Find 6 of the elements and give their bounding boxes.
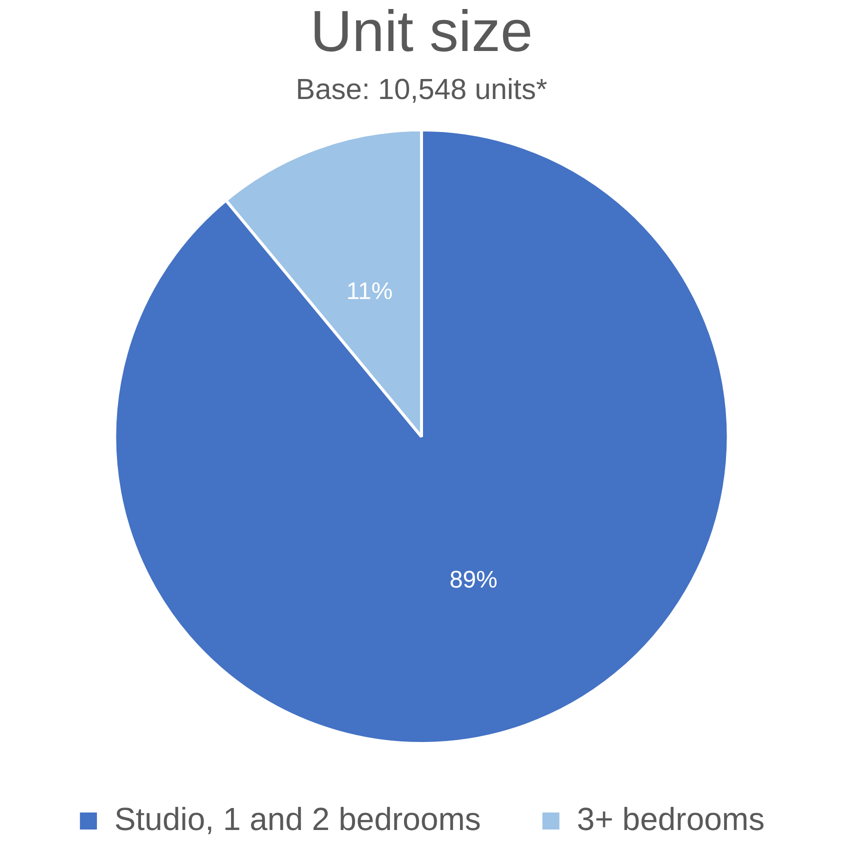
chart-title: Unit size [310, 0, 533, 64]
chart-subtitle: Base: 10,548 units* [296, 74, 548, 106]
legend-label: Studio, 1 and 2 bedrooms [114, 800, 481, 837]
data-label: 11% [346, 278, 393, 305]
legend-label: 3+ bedrooms [576, 800, 765, 837]
data-label: 89% [449, 566, 498, 594]
